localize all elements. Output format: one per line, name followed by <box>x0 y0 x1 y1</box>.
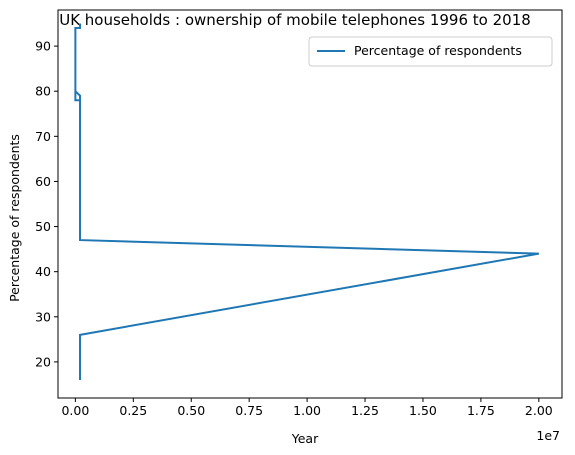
legend-label: Percentage of respondents <box>354 43 522 58</box>
x-axis-ticks: 0.00 0.25 0.50 0.75 1.00 1.25 1.50 1.75 2.00 <box>61 398 553 418</box>
x-tick-label: 1.00 <box>293 403 321 418</box>
y-tick-label: 40 <box>35 264 51 279</box>
x-tick-label: 0.00 <box>61 403 89 418</box>
y-tick-label: 80 <box>35 84 51 99</box>
y-axis-ticks: 20 30 40 50 60 70 80 90 <box>35 39 58 369</box>
plot-area <box>57 9 563 399</box>
y-tick-label: 90 <box>35 39 51 54</box>
x-tick-label: 0.25 <box>119 403 147 418</box>
x-tick-label: 2.00 <box>525 403 553 418</box>
x-tick-label: 1.75 <box>467 403 495 418</box>
y-tick-label: 60 <box>35 174 51 189</box>
series-line-percentage-of-respondents <box>74 23 540 380</box>
legend-box <box>308 36 553 67</box>
chart-title: UK households : ownership of mobile tele… <box>59 11 531 29</box>
x-tick-label: 0.50 <box>177 403 205 418</box>
x-axis-label: Year <box>291 431 319 446</box>
y-axis-label: Percentage of respondents <box>7 134 22 302</box>
x-axis-offset-label: 1e7 <box>536 428 560 443</box>
x-tick-label: 0.75 <box>235 403 263 418</box>
x-tick-label: 1.25 <box>351 403 379 418</box>
plot-frame <box>57 9 563 399</box>
y-tick-label: 20 <box>35 354 51 369</box>
legend: Percentage of respondents <box>308 36 553 67</box>
y-tick-label: 50 <box>35 219 51 234</box>
y-tick-label: 30 <box>35 309 51 324</box>
y-tick-label: 70 <box>35 129 51 144</box>
x-tick-label: 1.50 <box>409 403 437 418</box>
